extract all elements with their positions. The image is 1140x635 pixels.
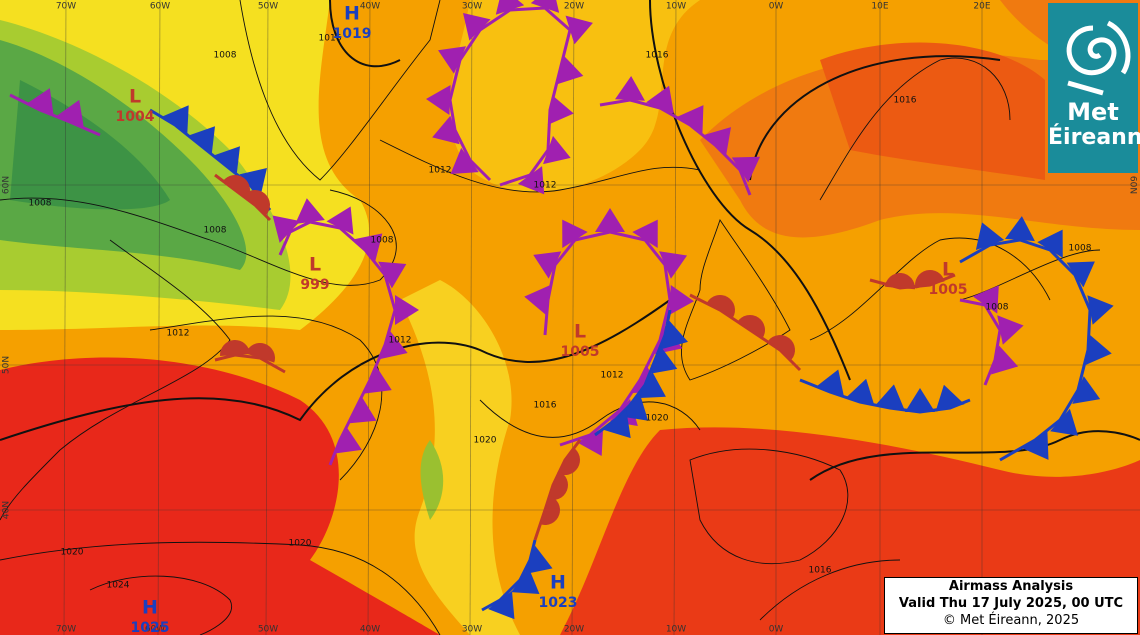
pressure-center-symbol: H: [142, 597, 158, 619]
isobar-label: 1016: [894, 96, 917, 106]
pressure-center-value: 1005: [929, 282, 968, 298]
isobar-label: 1020: [474, 436, 497, 446]
longitude-label: 40W: [360, 2, 380, 12]
isobar-label: 1008: [214, 51, 237, 61]
latitude-label: 50N: [2, 356, 12, 374]
longitude-label: 40W: [360, 625, 380, 635]
pressure-center-value: 1004: [116, 109, 155, 125]
longitude-label: 10W: [666, 625, 686, 635]
latitude-label: 40N: [2, 501, 12, 519]
pressure-center-symbol: H: [344, 3, 360, 25]
pressure-center-symbol: L: [309, 254, 321, 276]
isobar-label: 1012: [389, 336, 412, 346]
pressure-center-symbol: L: [942, 259, 954, 281]
airmass-red-orange: [820, 42, 1045, 180]
pressure-center-symbol: H: [550, 572, 566, 594]
logo: Met Éireann: [1048, 3, 1140, 173]
fronts: [9, 0, 1114, 620]
isobar-label: 1020: [61, 548, 84, 558]
pressure-center-value: 1025: [131, 620, 170, 635]
isobar-label: 1008: [29, 199, 52, 209]
pressure-center-value: 1005: [561, 344, 600, 360]
latitude-label: 60N: [1128, 176, 1138, 194]
longitude-label: 70W: [56, 625, 76, 635]
airmass-green: [420, 440, 444, 520]
isobar-label: 1008: [1069, 244, 1092, 254]
caption-box: Airmass Analysis Valid Thu 17 July 2025,…: [884, 577, 1138, 634]
logo-line2: Éireann: [1048, 125, 1140, 150]
latitude-label: 60N: [2, 176, 12, 194]
meridian: [265, 0, 269, 635]
longitude-label: 20W: [564, 625, 584, 635]
longitude-label: 0W: [769, 2, 784, 12]
isobar-label: 1008: [986, 303, 1009, 313]
meridian: [157, 0, 161, 635]
isobar-label: 1020: [289, 539, 312, 549]
longitude-label: 10E: [871, 2, 888, 12]
isobar-label: 1024: [107, 581, 130, 591]
isobar-label: 1020: [646, 414, 669, 424]
isobar-label: 1008: [204, 226, 227, 236]
airmass-red: [0, 357, 440, 635]
pressure-center-symbol: L: [574, 321, 586, 343]
longitude-label: 60W: [150, 2, 170, 12]
pressure-center-symbol: L: [129, 86, 141, 108]
pressure-center-value: 1023: [539, 595, 578, 611]
longitude-label: 20E: [973, 2, 990, 12]
longitude-label: 30W: [462, 2, 482, 12]
isobar-label: 1008: [371, 236, 394, 246]
longitude-label: 10W: [666, 2, 686, 12]
logo-swirl: [1066, 20, 1131, 96]
isobar-label: 1012: [601, 371, 624, 381]
isobar-label: 1012: [167, 329, 190, 339]
caption-copyright: © Met Éireann, 2025: [942, 613, 1080, 628]
longitude-label: 50W: [258, 2, 278, 12]
longitude-label: 60W: [145, 625, 165, 635]
isobar-label: 1016: [319, 34, 342, 44]
isobar-label: 1012: [534, 181, 557, 191]
pressure-center-value: 999: [300, 277, 329, 293]
isobar-label: 1016: [809, 566, 832, 576]
logo-line1: Met: [1067, 98, 1119, 126]
caption-valid: Valid Thu 17 July 2025, 00 UTC: [898, 596, 1124, 611]
isobar-label: 1016: [534, 401, 557, 411]
longitude-label: 70W: [56, 2, 76, 12]
caption-title: Airmass Analysis: [948, 579, 1074, 594]
longitude-label: 50W: [258, 625, 278, 635]
isobar-label: 1012: [429, 166, 452, 176]
longitude-label: 0W: [769, 625, 784, 635]
isobar-label: 1016: [646, 51, 669, 61]
longitude-label: 30W: [462, 625, 482, 635]
longitude-label: 20W: [564, 2, 584, 12]
pressure-center-value: 1019: [333, 26, 372, 42]
